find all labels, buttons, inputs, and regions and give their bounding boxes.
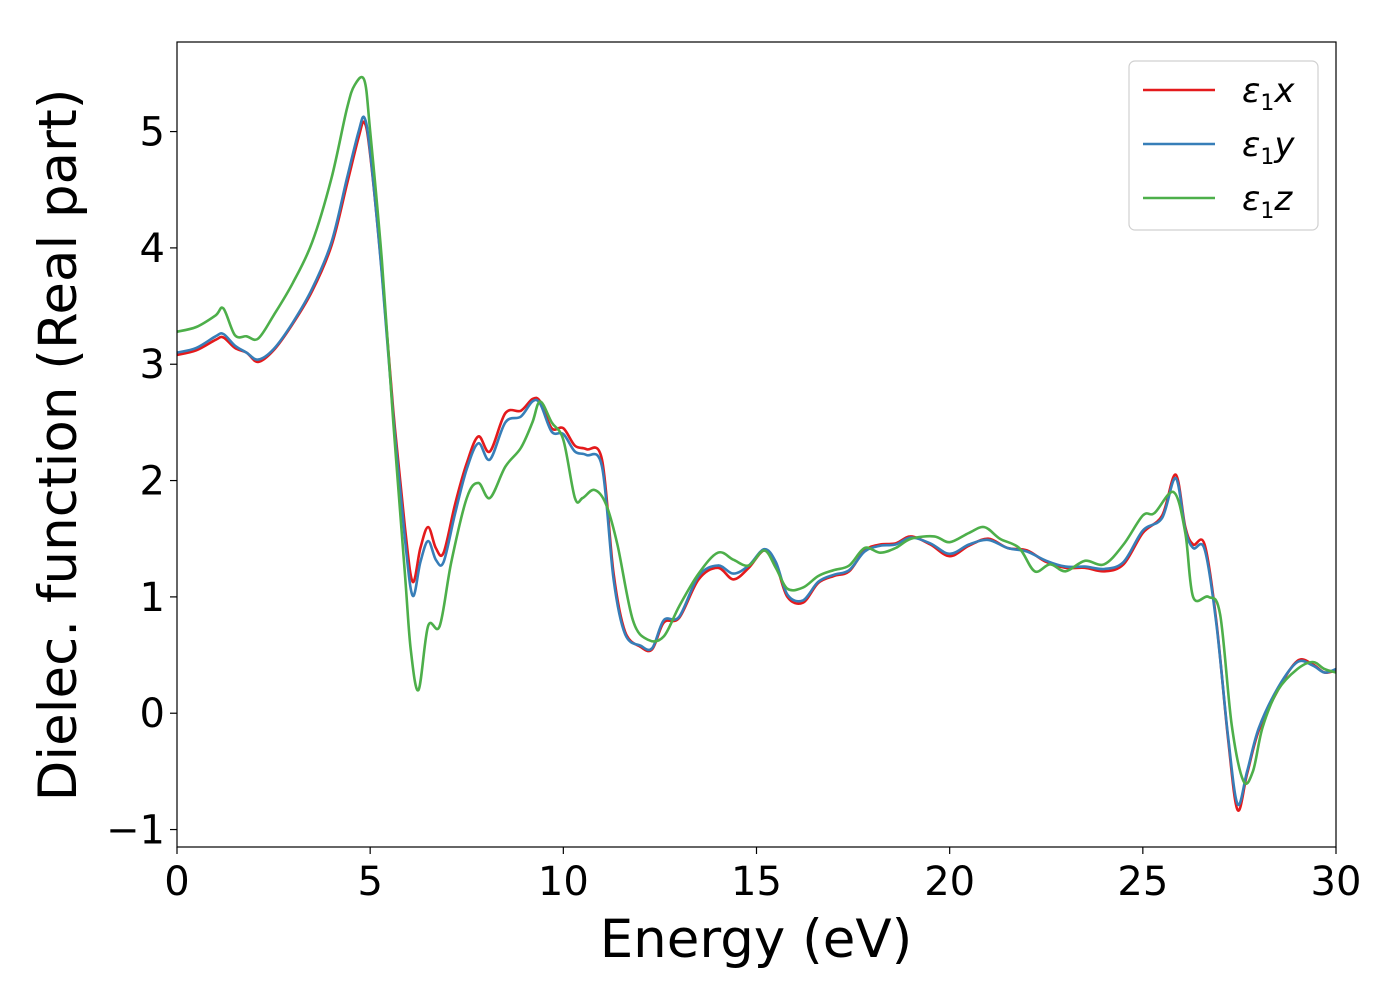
series-layer	[176, 75, 1337, 812]
y-tick-label: 1	[140, 575, 165, 621]
legend-items: ε1x ε1y ε1z	[1143, 71, 1295, 224]
y-tick-label: 5	[140, 110, 165, 156]
y-tick-label: −1	[106, 808, 165, 854]
legend-label-x: ε1x	[1242, 71, 1295, 116]
legend-label-z: ε1z	[1242, 179, 1293, 224]
x-tick-label: 10	[538, 859, 589, 905]
y-tick-label: 0	[140, 691, 165, 737]
y-axis-label: Dielec. function (Real part)	[28, 89, 89, 802]
x-axis-label: Energy (eV)	[600, 909, 913, 970]
x-tick-label: 25	[1117, 859, 1168, 905]
x-axis: 0 5 10 15 20 25 30	[164, 847, 1361, 905]
y-axis: −1 0 1 2 3 4 5	[106, 110, 177, 854]
x-tick-label: 15	[731, 859, 782, 905]
series-line-y	[176, 115, 1337, 807]
x-tick-label: 0	[164, 859, 189, 905]
legend: ε1x ε1y ε1z	[1128, 60, 1319, 231]
y-tick-label: 2	[140, 459, 165, 505]
y-tick-label: 4	[140, 226, 165, 272]
x-tick-label: 30	[1311, 859, 1362, 905]
legend-label-y: ε1y	[1242, 125, 1295, 170]
series-line-z	[176, 75, 1337, 786]
y-tick-label: 3	[140, 342, 165, 388]
legend-box	[1128, 60, 1319, 231]
x-tick-label: 20	[924, 859, 975, 905]
x-tick-label: 5	[357, 859, 382, 905]
